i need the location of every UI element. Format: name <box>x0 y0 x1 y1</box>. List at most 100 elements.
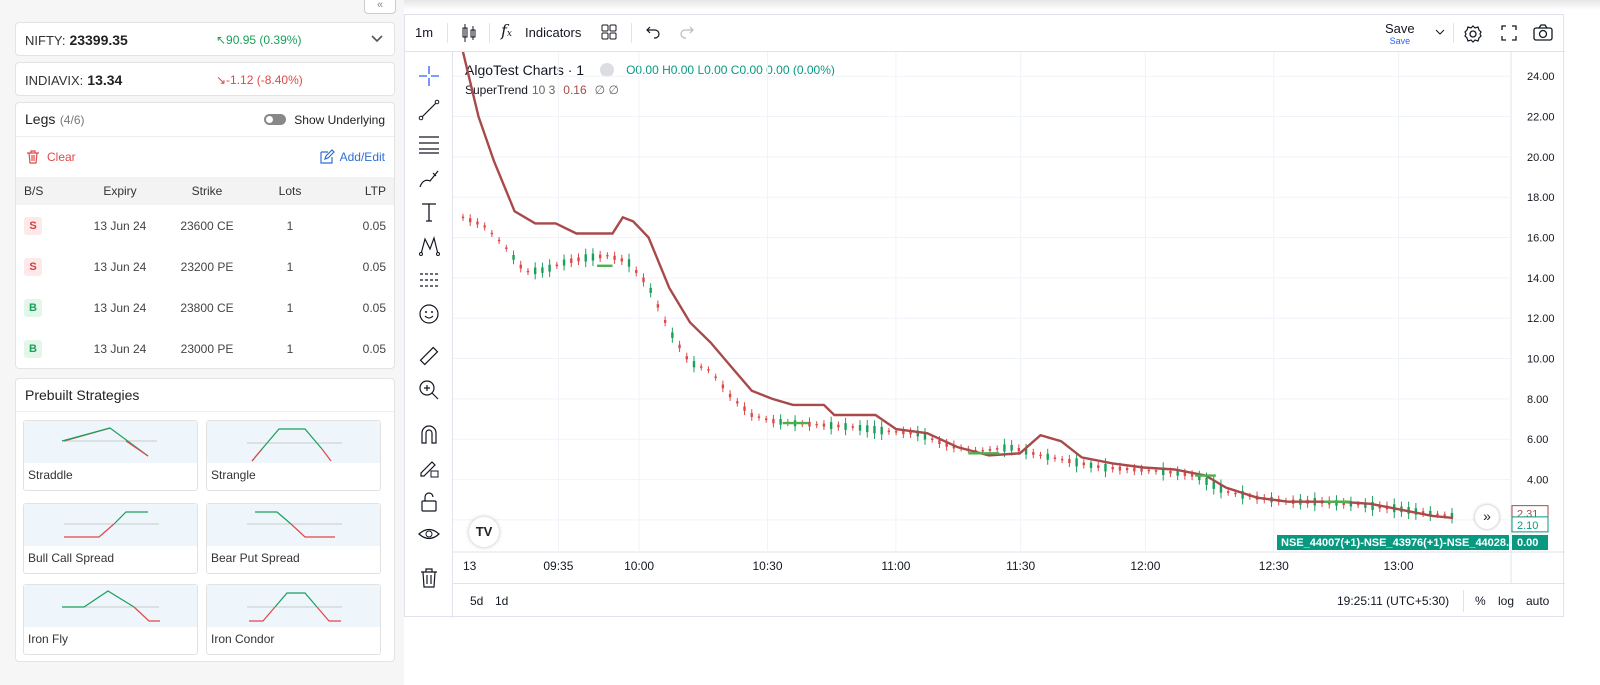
pattern-icon[interactable] <box>418 235 440 257</box>
emoji-icon[interactable] <box>418 303 440 325</box>
strategy-bull-call-spread[interactable]: Bull Call Spread <box>23 503 198 574</box>
candle-body <box>866 425 869 433</box>
index-change: ↖90.95 (0.39%) <box>216 33 302 47</box>
magnet-icon[interactable] <box>418 423 440 445</box>
candle-body <box>1133 467 1136 472</box>
candle-body <box>1162 467 1165 476</box>
candle-body <box>909 431 912 435</box>
indicator-value: 0.16 <box>563 83 587 97</box>
chevron-down-icon[interactable] <box>1435 25 1445 40</box>
chevron-down-icon[interactable] <box>370 33 384 47</box>
candle-body <box>1356 503 1360 506</box>
fx-icon[interactable]: fx <box>501 21 512 40</box>
save-button[interactable]: Save Save <box>1385 21 1415 46</box>
candle-body <box>461 216 465 219</box>
lots-cell: 1 <box>286 300 294 315</box>
table-row[interactable]: S 13 Jun 24 23200 PE 1 0.05 <box>16 246 394 287</box>
range-5d[interactable]: 5d <box>470 594 484 608</box>
layout-grid-icon[interactable] <box>601 24 617 43</box>
strategy-label: Bear Put Spread <box>211 551 300 565</box>
prediction-icon[interactable] <box>418 269 440 291</box>
candle-body <box>1068 458 1071 464</box>
strategy-straddle[interactable]: Straddle <box>23 420 198 491</box>
table-row[interactable]: B 13 Jun 24 23000 PE 1 0.05 <box>16 328 394 369</box>
ruler-icon[interactable] <box>418 345 440 367</box>
strategy-iron-condor[interactable]: Iron Condor <box>206 584 381 655</box>
strategy-iron-fly[interactable]: Iron Fly <box>23 584 198 655</box>
auto-toggle[interactable]: auto <box>1526 594 1550 608</box>
eye-icon[interactable] <box>418 523 440 545</box>
gear-icon[interactable] <box>1463 24 1483 47</box>
candle-body <box>1421 511 1425 514</box>
clear-button[interactable]: Clear <box>25 149 76 165</box>
indiavix-card: INDIAVIX: 13.34 ↘-1.12 (-8.40%) <box>15 62 395 96</box>
chart-legend: AlgoTest Charts · 1 O0.00 H0.00 L0.00 C0… <box>465 61 835 97</box>
candle-body <box>873 426 876 434</box>
drawing-toolbar <box>405 52 453 618</box>
trash-icon[interactable] <box>418 567 440 589</box>
top-shadow <box>0 0 1600 10</box>
candle-body <box>656 304 660 308</box>
scroll-to-realtime-button[interactable]: » <box>1475 505 1499 529</box>
show-underlying-toggle[interactable]: Show Underlying <box>264 113 385 127</box>
ltp-cell: 0.05 <box>362 341 386 356</box>
strategy-strangle[interactable]: Strangle <box>206 420 381 491</box>
indicators-button[interactable]: Indicators <box>525 25 582 40</box>
camera-icon[interactable] <box>1533 24 1553 45</box>
symbol-value-tag <box>1512 535 1548 550</box>
candle-body <box>584 254 587 262</box>
sell-badge: S <box>24 257 42 276</box>
candle-body <box>1089 462 1093 468</box>
range-1d[interactable]: 1d <box>495 594 509 608</box>
table-row[interactable]: B 13 Jun 24 23800 CE 1 0.05 <box>16 287 394 328</box>
payoff-icon <box>247 428 342 462</box>
collapse-panel-button[interactable]: « <box>364 0 396 14</box>
candle-body <box>548 264 551 272</box>
candle-body <box>533 267 537 275</box>
add-edit-button[interactable]: Add/Edit <box>319 149 385 165</box>
fib-icon[interactable] <box>418 133 440 155</box>
price-chart[interactable]: 24.00 22.00 20.00 18.00 16.00 14.00 12.00 10.00… <box>453 52 1565 583</box>
candle-body <box>894 431 898 433</box>
strategy-bear-put-spread[interactable]: Bear Put Spread <box>206 503 381 574</box>
payoff-icon <box>247 592 342 622</box>
text-icon[interactable] <box>418 201 440 223</box>
collapse-legend-icon[interactable] <box>600 63 615 77</box>
indicator-name[interactable]: SuperTrend <box>465 83 528 97</box>
brush-icon[interactable] <box>418 167 440 189</box>
crosshair-icon[interactable] <box>418 65 440 87</box>
y-tick-label: 14.00 <box>1527 273 1555 285</box>
redo-icon[interactable] <box>679 25 695 42</box>
percent-toggle[interactable]: % <box>1475 594 1486 608</box>
candle-body <box>1024 448 1028 455</box>
candle-body <box>613 255 616 260</box>
lock-icon[interactable] <box>418 491 440 513</box>
interval-button[interactable]: 1m <box>415 25 434 40</box>
y-tick-label: 12.00 <box>1527 313 1555 325</box>
indicator-extra: ∅ ∅ <box>594 83 619 97</box>
zoom-in-icon[interactable] <box>418 379 440 401</box>
toggle-label: Show Underlying <box>294 112 385 127</box>
tradingview-logo[interactable]: TV <box>469 517 499 547</box>
candle-body <box>598 254 602 259</box>
log-toggle[interactable]: log <box>1498 594 1515 608</box>
bottom-bar: 5d 1d 19:25:11 (UTC+5:30) % log auto <box>453 583 1565 618</box>
x-tick-label: 13:00 <box>1384 559 1414 573</box>
symbol-tag <box>1277 535 1509 550</box>
table-row[interactable]: S 13 Jun 24 23600 CE 1 0.05 <box>16 205 394 246</box>
candle-body <box>945 442 948 447</box>
candle-type-icon[interactable] <box>461 23 477 46</box>
nifty-card[interactable]: NIFTY: 23399.35 ↖90.95 (0.39%) <box>15 22 395 56</box>
save-label: Save <box>1385 21 1415 36</box>
toggle-switch[interactable] <box>264 114 287 125</box>
undo-icon[interactable] <box>645 25 661 42</box>
y-tick-label: 22.00 <box>1527 112 1555 124</box>
trend-line-icon[interactable] <box>418 99 440 121</box>
candle-body <box>591 253 595 261</box>
candle-body <box>526 270 530 273</box>
fullscreen-icon[interactable] <box>1501 25 1517 44</box>
candle-body <box>931 438 934 440</box>
lock-pencil-icon[interactable] <box>418 457 440 479</box>
clock[interactable]: 19:25:11 (UTC+5:30) <box>1337 594 1450 608</box>
candle-body <box>476 221 479 225</box>
